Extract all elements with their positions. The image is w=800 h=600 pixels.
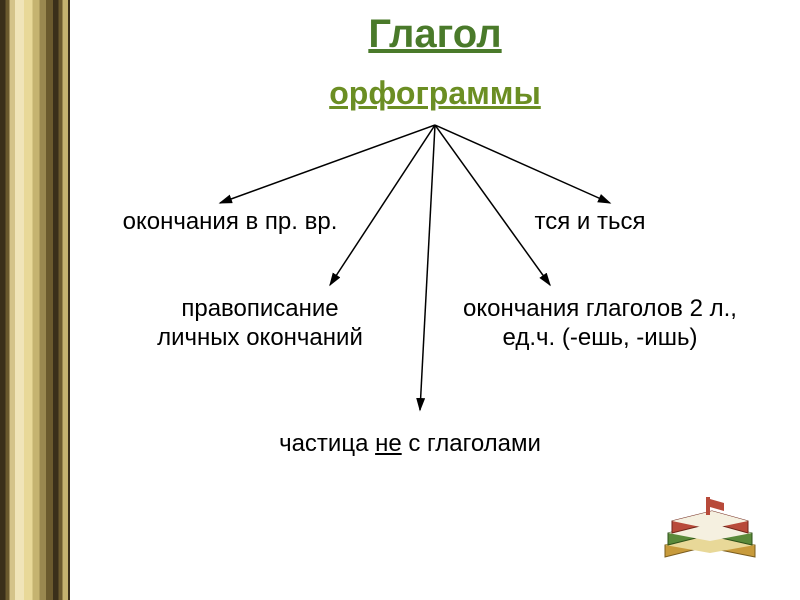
b5-prefix: частица	[279, 430, 375, 457]
branch-endings-past: окончания в пр. вр.	[100, 208, 360, 237]
branch-2person-endings: окончания глаголов 2 л., ед.ч. (-ешь, -и…	[440, 295, 760, 353]
branch-personal-endings: правописание личных окончаний	[140, 295, 380, 353]
decorative-border	[0, 0, 70, 600]
b5-underlined: не	[375, 430, 402, 457]
slide-content: Глагол орфограммы окончания в пр. вр. тс…	[70, 0, 800, 600]
page-title: Глагол	[70, 12, 800, 57]
branch-tsya: тся и ться	[480, 208, 700, 237]
subtitle: орфограммы	[70, 75, 800, 112]
books-icon	[650, 485, 770, 575]
b5-suffix: с глаголами	[402, 430, 541, 457]
branch-ne-particle: частица не с глаголами	[270, 430, 550, 459]
